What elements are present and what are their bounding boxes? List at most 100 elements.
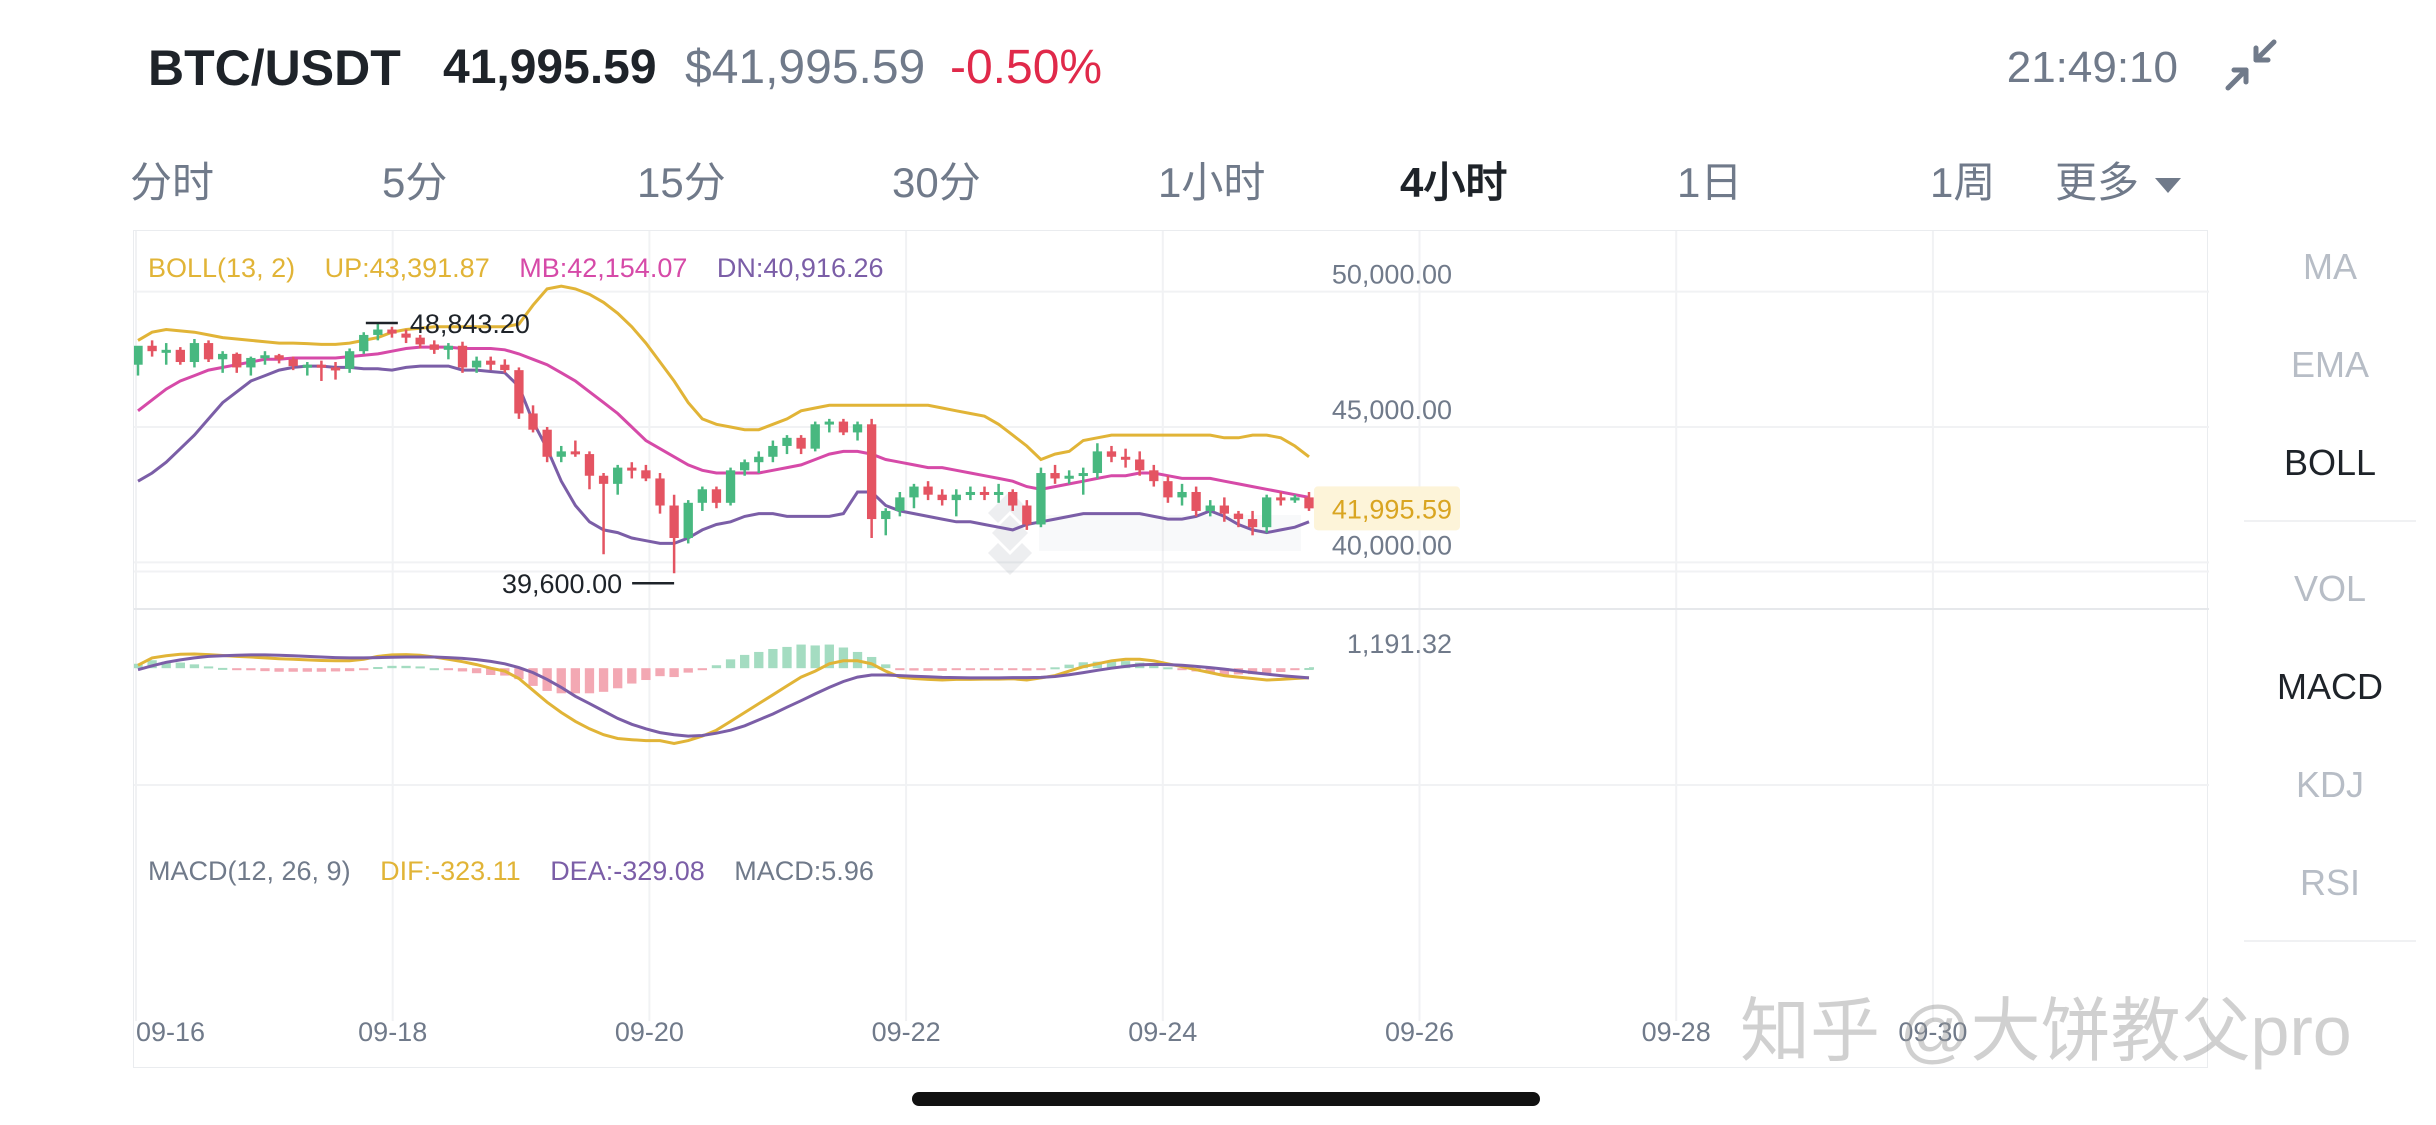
candle-body	[909, 486, 919, 498]
candle	[1106, 445, 1117, 463]
kline-chart[interactable]: 48,843.20 39,600.00 41,995.59 50,000.00 45,…	[134, 231, 2209, 1069]
macd-histogram-bar	[838, 647, 849, 669]
candle	[824, 418, 834, 433]
candle	[570, 440, 581, 457]
boll-legend-dn: DN:40,916.26	[717, 253, 884, 283]
candle-body	[401, 333, 411, 338]
indicator-vol[interactable]: VOL	[2293, 568, 2367, 609]
change-percent: -0.50%	[950, 41, 1103, 94]
candle	[641, 464, 651, 482]
macd-histogram-bar	[810, 645, 820, 669]
candle	[316, 360, 327, 381]
indicator-rsi[interactable]: RSI	[2299, 862, 2360, 903]
macd-histogram-bar	[457, 668, 468, 672]
candle-body	[627, 467, 637, 471]
macd-histogram-bar	[1064, 664, 1074, 669]
symbol-title[interactable]: BTC/USDT	[148, 40, 401, 96]
candle-body	[260, 355, 270, 359]
candle-body	[415, 337, 425, 345]
candle-body	[134, 345, 143, 365]
chart-area[interactable]: 48,843.20 39,600.00 41,995.59 50,000.00 45,…	[133, 230, 2209, 1069]
candle-body	[1050, 473, 1060, 479]
candle-body	[683, 502, 693, 539]
candle-body	[824, 421, 834, 425]
macd-histogram-bar	[1205, 668, 1215, 674]
home-indicator[interactable]	[912, 1092, 1540, 1106]
candle-body	[598, 475, 609, 484]
candle	[1163, 475, 1173, 503]
candle	[965, 486, 976, 501]
macd-histogram-bar	[1036, 668, 1046, 671]
candle-body	[486, 360, 496, 365]
macd-histogram-bar	[514, 668, 524, 680]
macd-histogram-bar	[725, 659, 736, 669]
boll-bands	[137, 284, 1310, 545]
candle-body	[584, 454, 595, 476]
tab-1d[interactable]: 1日	[1677, 159, 1743, 206]
macd-histogram-bar	[909, 668, 919, 671]
indicator-kdj[interactable]: KDJ	[2295, 764, 2364, 805]
candle	[1219, 497, 1230, 522]
candle	[1191, 486, 1201, 517]
indicator-panel: MA EMA BOLL VOL MACD KDJ RSI	[2244, 230, 2436, 990]
candle	[866, 418, 877, 539]
x-axis-tick-label: 09-30	[1898, 1017, 1967, 1047]
indicator-macd[interactable]: MACD	[2277, 666, 2383, 707]
boll-legend: BOLL(13, 2) UP:43,391.87 MB:42,154.07 DN…	[148, 253, 884, 283]
tab-4h[interactable]: 4小时	[1400, 159, 1508, 206]
candle-body	[993, 491, 1004, 495]
tab-1w[interactable]: 1周	[1930, 159, 1996, 206]
candle-body	[796, 437, 806, 449]
candle	[937, 489, 947, 506]
collapse-icon[interactable]	[2222, 36, 2280, 94]
macd-histogram-bar	[1290, 668, 1300, 671]
candle	[1120, 448, 1131, 468]
macd-histogram-bar	[486, 668, 496, 675]
macd-histogram-bar	[1219, 668, 1230, 675]
candle	[852, 421, 863, 441]
candle-body	[288, 359, 298, 367]
candle-body	[1120, 456, 1131, 460]
macd-histogram-bar	[796, 644, 806, 669]
candle-body	[937, 494, 947, 501]
tab-30m[interactable]: 30分	[892, 159, 981, 206]
indicator-ma[interactable]: MA	[2303, 246, 2357, 287]
candle	[528, 405, 538, 433]
indicator-ema[interactable]: EMA	[2290, 344, 2369, 385]
y-axis-tick-label: 50,000.00	[1332, 260, 1452, 290]
indicator-boll[interactable]: BOLL	[2283, 442, 2377, 483]
tab-5m[interactable]: 5分	[382, 159, 448, 206]
clock-time: 21:49:10	[2006, 43, 2178, 92]
candle	[217, 351, 228, 373]
candle-body	[1233, 513, 1244, 520]
candle	[838, 418, 849, 436]
axis-labels: 50,000.00 45,000.00 40,000.00 1,191.32 09-16…	[136, 260, 1967, 1047]
candle	[768, 440, 778, 463]
boll-lower-line	[137, 364, 1310, 545]
macd-histogram-bar	[471, 668, 482, 674]
candle-body	[1078, 473, 1088, 477]
macd-histogram-bar	[415, 666, 425, 669]
candle-body	[613, 467, 623, 484]
tab-more[interactable]: 更多	[2055, 150, 2182, 216]
tab-1h[interactable]: 1小时	[1158, 159, 1266, 206]
candle-body	[161, 349, 171, 353]
candle	[655, 473, 665, 514]
candle	[344, 348, 355, 373]
tab-timeline[interactable]: 分时	[130, 159, 215, 206]
candle	[627, 462, 637, 479]
candle-body	[1304, 497, 1314, 509]
macd-histogram-bar	[1106, 660, 1117, 669]
candle	[1050, 464, 1060, 484]
candle-body	[754, 456, 764, 463]
macd-histogram-bar	[217, 667, 228, 670]
tab-15m[interactable]: 15分	[637, 159, 726, 206]
macd-histogram-bar	[316, 668, 327, 672]
candle-body	[471, 360, 482, 368]
candle	[725, 467, 736, 506]
candle	[429, 340, 439, 354]
macd-histogram-bar	[443, 668, 454, 671]
candle-body	[570, 451, 581, 455]
binance-watermark-logo	[988, 491, 1301, 575]
candle-body	[1092, 451, 1103, 474]
